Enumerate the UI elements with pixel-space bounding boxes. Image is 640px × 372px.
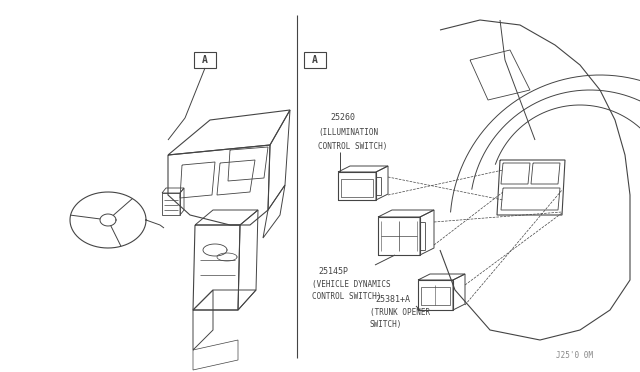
Text: (ILLUMINATION: (ILLUMINATION bbox=[318, 128, 378, 138]
Text: CONTROL SWITCH): CONTROL SWITCH) bbox=[312, 292, 381, 301]
Text: A: A bbox=[202, 55, 208, 65]
Bar bbox=[304, 52, 326, 68]
Text: 25145P: 25145P bbox=[318, 267, 348, 276]
Text: 25381+A: 25381+A bbox=[375, 295, 410, 305]
Text: 25260: 25260 bbox=[330, 113, 355, 122]
Text: SWITCH): SWITCH) bbox=[370, 321, 403, 330]
Text: J25'0 0M: J25'0 0M bbox=[557, 350, 593, 359]
Text: CONTROL SWITCH): CONTROL SWITCH) bbox=[318, 141, 387, 151]
Text: A: A bbox=[312, 55, 318, 65]
Text: (TRUNK OPENER: (TRUNK OPENER bbox=[370, 308, 430, 317]
Text: (VEHICLE DYNAMICS: (VEHICLE DYNAMICS bbox=[312, 280, 390, 289]
Bar bbox=[194, 52, 216, 68]
